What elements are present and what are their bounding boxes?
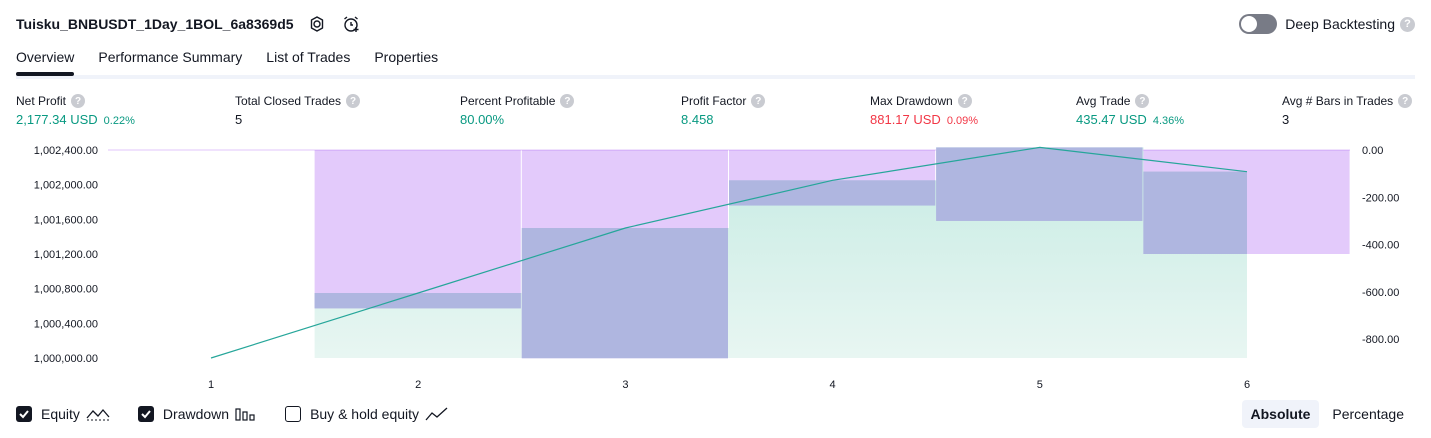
x-axis-tick-label: 4 — [830, 379, 836, 391]
metric-max-drawdown: Max Drawdown? 881.17 USD 0.09% — [870, 93, 978, 127]
drawdown-bars-icon — [235, 406, 257, 422]
drawdown-overlap — [521, 228, 728, 359]
strategy-title: Tuisku_BNBUSDT_1Day_1BOL_6a8369d5 — [16, 16, 294, 32]
tab-bar: Overview Performance Summary List of Tra… — [16, 44, 1415, 79]
scale-mode-switch: Absolute Percentage — [1238, 400, 1414, 428]
metric-total-closed-trades: Total Closed Trades? 5 — [235, 93, 361, 127]
metric-avg-trade: Avg Trade? 435.47 USD 4.36% — [1076, 93, 1184, 127]
metric-label: Percent Profitable — [460, 94, 556, 108]
metric-value: 3 — [1282, 112, 1290, 127]
buyhold-label: Buy & hold equity — [310, 406, 420, 422]
right-axis-tick-label: -200.00 — [1362, 192, 1399, 204]
info-icon[interactable]: ? — [1398, 94, 1413, 108]
percentage-button[interactable]: Percentage — [1332, 406, 1404, 422]
equity-toggle[interactable]: Equity — [16, 406, 110, 422]
drawdown-overlap — [729, 180, 936, 206]
tab-performance-summary[interactable]: Performance Summary — [98, 49, 243, 65]
metric-label: Avg # Bars in Trades — [1282, 94, 1394, 108]
metric-value: 8.458 — [681, 112, 714, 127]
drawdown-toggle[interactable]: Drawdown — [137, 406, 257, 422]
metric-net-profit: Net Profit? 2,177.34 USD 0.22% — [16, 93, 135, 127]
strategy-header: Tuisku_BNBUSDT_1Day_1BOL_6a8369d5 — [16, 12, 362, 36]
metric-label: Max Drawdown — [870, 94, 953, 108]
chart-legend: Equity Drawdown Buy & hold equity — [16, 404, 477, 424]
equity-line-icon — [86, 406, 110, 422]
left-axis-tick-label: 1,000,000.00 — [34, 353, 98, 365]
buyhold-toggle[interactable]: Buy & hold equity — [285, 406, 449, 422]
absolute-button[interactable]: Absolute — [1241, 400, 1320, 428]
metric-avg-bars: Avg # Bars in Trades? 3 — [1282, 93, 1413, 127]
metric-value: 2,177.34 USD — [16, 112, 98, 127]
info-icon[interactable]: ? — [346, 94, 361, 108]
left-axis-tick-label: 1,001,600.00 — [34, 214, 98, 226]
metric-value: 881.17 USD — [870, 112, 941, 127]
metric-label: Total Closed Trades — [235, 94, 342, 108]
equity-checkbox[interactable] — [16, 406, 32, 422]
tab-overview[interactable]: Overview — [16, 44, 75, 76]
metric-percent-profitable: Percent Profitable? 80.00% — [460, 93, 575, 127]
x-axis-tick-label: 6 — [1244, 379, 1250, 391]
info-icon[interactable]: ? — [957, 94, 972, 108]
metric-value: 5 — [235, 112, 243, 127]
alarm-clock-icon[interactable] — [340, 13, 362, 35]
tab-list-of-trades[interactable]: List of Trades — [266, 49, 351, 65]
info-icon[interactable]: ? — [71, 94, 86, 108]
right-axis-tick-label: -800.00 — [1362, 334, 1399, 346]
deep-backtesting: Deep Backtesting ? — [1239, 12, 1415, 36]
x-axis-tick-label: 5 — [1037, 379, 1043, 391]
left-axis-tick-label: 1,001,200.00 — [34, 249, 98, 261]
x-axis-tick-label: 1 — [208, 379, 214, 391]
right-axis-tick-label: 0.00 — [1362, 145, 1383, 157]
drawdown-checkbox[interactable] — [137, 406, 154, 422]
equity-line — [210, 146, 1248, 359]
metric-percent: 4.36% — [1152, 115, 1185, 127]
drawdown-overlap — [936, 147, 1143, 221]
equity-series — [210, 146, 1248, 359]
metric-value: 435.47 USD — [1076, 112, 1147, 127]
x-axis-tick-label: 3 — [622, 379, 628, 391]
x-axis-tick-label: 2 — [415, 379, 421, 391]
metric-label: Avg Trade — [1076, 94, 1131, 108]
help-icon[interactable]: ? — [1400, 16, 1415, 32]
metric-label: Profit Factor — [681, 94, 747, 108]
buyhold-line-icon — [425, 406, 449, 422]
left-axis-tick-label: 1,002,000.00 — [34, 180, 98, 192]
left-axis-tick-label: 1,000,800.00 — [34, 284, 98, 296]
info-icon[interactable]: ? — [1135, 94, 1150, 108]
left-axis-tick-label: 1,000,400.00 — [34, 318, 98, 330]
tab-properties[interactable]: Properties — [374, 49, 439, 65]
right-axis-tick-label: -600.00 — [1362, 287, 1399, 299]
info-icon[interactable]: ? — [751, 94, 766, 108]
drawdown-overlap — [314, 293, 521, 309]
left-axis-tick-label: 1,002,400.00 — [34, 145, 98, 157]
equity-label: Equity — [41, 406, 80, 422]
metric-percent: 0.22% — [103, 115, 135, 127]
right-axis-tick-label: -400.00 — [1362, 240, 1399, 252]
metric-value: 80.00% — [460, 112, 505, 127]
buyhold-checkbox[interactable] — [285, 406, 302, 422]
deep-backtesting-toggle[interactable] — [1239, 14, 1278, 34]
metric-percent: 0.09% — [946, 115, 979, 127]
info-icon[interactable]: ? — [560, 94, 575, 108]
deep-backtesting-label: Deep Backtesting — [1285, 16, 1395, 32]
metric-profit-factor: Profit Factor? 8.458 — [681, 93, 766, 127]
settings-icon[interactable] — [306, 13, 328, 35]
equity-drawdown-chart[interactable]: 1,000,000.00 1,000,400.00 1,000,800.00 1,00… — [0, 140, 1431, 396]
metric-label: Net Profit — [16, 94, 67, 108]
drawdown-overlap — [1143, 171, 1247, 254]
drawdown-label: Drawdown — [162, 406, 230, 422]
drawdown-bar — [314, 150, 521, 309]
